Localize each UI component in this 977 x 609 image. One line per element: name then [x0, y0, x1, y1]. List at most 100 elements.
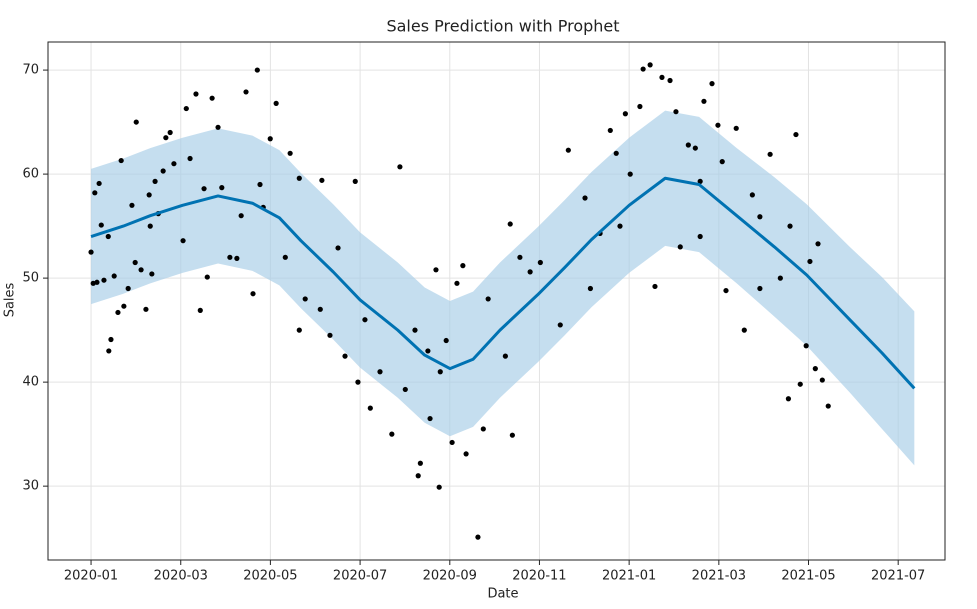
x-tick-label: 2020-11 — [512, 569, 566, 584]
y-tick-label: 60 — [22, 167, 39, 182]
observed-point — [517, 254, 523, 260]
observed-point — [125, 285, 131, 292]
observed-point — [807, 258, 813, 265]
observed-point — [785, 396, 792, 402]
observed-point — [673, 109, 679, 115]
observed-point — [637, 103, 643, 110]
observed-point — [115, 309, 121, 316]
observed-point — [825, 403, 831, 409]
observed-point — [741, 327, 747, 333]
observed-point — [121, 303, 127, 309]
observed-point — [219, 185, 225, 191]
observed-point — [133, 119, 139, 125]
observed-point — [163, 135, 169, 141]
observed-point — [757, 285, 763, 292]
observed-point — [667, 77, 673, 84]
observed-point — [152, 178, 158, 184]
observed-point — [777, 275, 783, 281]
observed-point — [507, 221, 513, 227]
observed-point — [143, 306, 149, 312]
observed-point — [480, 426, 486, 432]
observed-point — [815, 241, 821, 247]
observed-point — [282, 254, 288, 260]
observed-point — [659, 74, 665, 80]
observed-point — [201, 186, 207, 192]
x-tick-label: 2021-07 — [871, 569, 925, 584]
observed-point — [527, 269, 533, 275]
observed-point — [613, 150, 619, 156]
observed-point — [106, 348, 112, 354]
observed-point — [787, 223, 793, 229]
observed-point — [709, 81, 715, 87]
observed-point — [582, 195, 588, 201]
plot-area — [88, 62, 916, 540]
observed-point — [94, 279, 100, 285]
observed-point — [187, 155, 193, 162]
observed-point — [147, 223, 153, 229]
observed-point — [273, 100, 279, 106]
observed-point — [443, 337, 449, 344]
observed-point — [757, 214, 763, 220]
observed-point — [88, 249, 94, 255]
observed-point — [692, 145, 698, 151]
chart-title: Sales Prediction with Prophet — [386, 17, 619, 36]
observed-point — [412, 327, 418, 333]
observed-point — [132, 259, 138, 266]
observed-point — [160, 168, 166, 174]
observed-point — [180, 238, 186, 244]
observed-point — [402, 386, 408, 393]
observed-point — [803, 343, 809, 349]
x-tick-label: 2021-01 — [602, 569, 656, 584]
observed-point — [287, 150, 293, 156]
observed-point — [587, 285, 593, 292]
observed-point — [197, 307, 203, 313]
observed-point — [812, 366, 818, 372]
observed-point — [111, 273, 117, 279]
uncertainty-band — [91, 110, 915, 466]
observed-point — [101, 277, 107, 283]
observed-point — [417, 460, 423, 466]
observed-point — [427, 415, 433, 422]
observed-point — [183, 105, 189, 112]
observed-point — [108, 336, 114, 343]
observed-point — [715, 122, 721, 128]
observed-point — [719, 159, 725, 165]
observed-point — [171, 161, 177, 167]
y-tick-label: 50 — [22, 271, 39, 286]
observed-point — [296, 327, 302, 333]
observed-point — [215, 124, 221, 130]
observed-point — [701, 98, 707, 104]
y-tick-label: 70 — [22, 63, 39, 78]
observed-point — [146, 192, 152, 198]
observed-point — [425, 348, 431, 354]
observed-point — [327, 332, 333, 338]
x-tick-label: 2021-03 — [692, 569, 746, 584]
observed-point — [317, 306, 323, 312]
observed-point — [92, 190, 98, 196]
observed-point — [652, 283, 658, 290]
observed-point — [617, 223, 623, 229]
x-tick-label: 2020-03 — [154, 569, 208, 584]
observed-point — [627, 171, 633, 177]
axes: 30 40 50 60 70 2020-01 2020-03 2020-05 2020-07 20… — [22, 63, 925, 584]
observed-point — [502, 353, 508, 359]
observed-point — [793, 131, 799, 138]
observed-point — [685, 142, 691, 148]
observed-point — [463, 451, 469, 457]
observed-point — [209, 95, 215, 101]
observed-point — [749, 192, 755, 198]
observed-point — [697, 178, 703, 184]
observed-point — [433, 267, 439, 273]
observed-point — [367, 405, 373, 411]
observed-point — [234, 255, 240, 261]
observed-point — [267, 136, 273, 142]
observed-point — [167, 129, 173, 136]
observed-point — [460, 263, 466, 269]
observed-point — [565, 147, 571, 153]
observed-point — [227, 254, 233, 260]
observed-point — [537, 259, 543, 266]
observed-point — [733, 125, 739, 131]
observed-point — [436, 484, 442, 490]
observed-point — [335, 245, 341, 251]
observed-point — [250, 291, 256, 297]
